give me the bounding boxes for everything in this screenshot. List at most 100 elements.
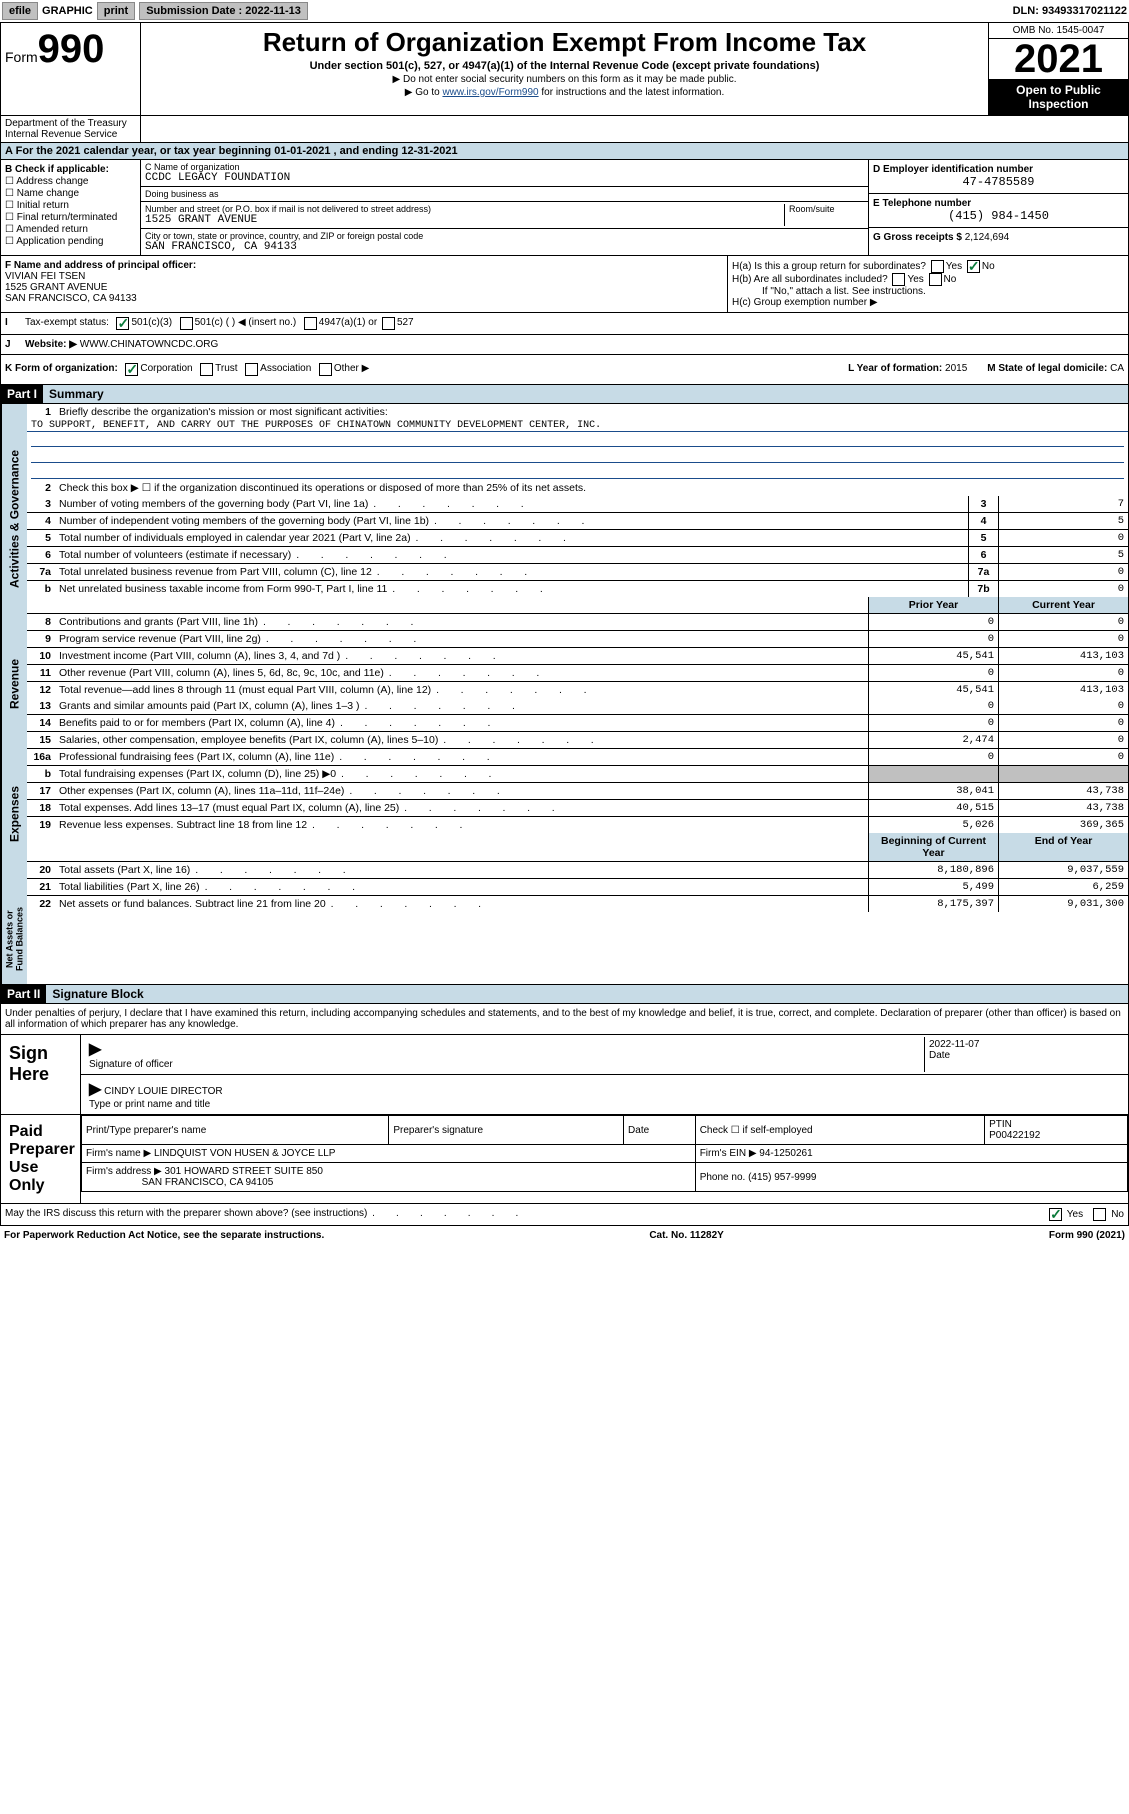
- ha-label: H(a) Is this a group return for subordin…: [732, 261, 926, 272]
- tel-label: E Telephone number: [873, 198, 1124, 209]
- prep-date-label: Date: [624, 1116, 696, 1145]
- block-f-h: F Name and address of principal officer:…: [0, 256, 1129, 313]
- discuss-yes[interactable]: [1049, 1208, 1062, 1221]
- summary-body: 1Briefly describe the organization's mis…: [27, 404, 1128, 984]
- summary-line-17: 17Other expenses (Part IX, column (A), l…: [27, 783, 1128, 800]
- firm-ein-label: Firm's EIN ▶: [700, 1148, 757, 1159]
- l-label: L Year of formation:: [848, 363, 942, 374]
- ha-no[interactable]: [967, 260, 980, 273]
- summary-line-b: bTotal fundraising expenses (Part IX, co…: [27, 766, 1128, 783]
- part2-title: Signature Block: [46, 985, 1128, 1003]
- irs-link[interactable]: www.irs.gov/Form990: [442, 87, 538, 98]
- form-subtitle: Under section 501(c), 527, or 4947(a)(1)…: [145, 60, 984, 72]
- j-label: Website: ▶: [25, 339, 77, 350]
- dln-box: DLN: 93493317021122: [1013, 5, 1127, 17]
- gross-value: 2,124,694: [965, 232, 1010, 243]
- hb-note: If "No," attach a list. See instructions…: [732, 286, 1124, 297]
- officer-city: SAN FRANCISCO, CA 94133: [5, 293, 137, 304]
- preparer-table: Print/Type preparer's name Preparer's si…: [81, 1115, 1128, 1192]
- website-value: WWW.CHINATOWNCDC.ORG: [80, 339, 219, 350]
- summary-line-22: 22Net assets or fund balances. Subtract …: [27, 896, 1128, 912]
- date-label: Date: [929, 1050, 950, 1061]
- block-c: C Name of organization CCDC LEGACY FOUND…: [141, 160, 868, 255]
- firm-ein: 94-1250261: [759, 1148, 812, 1159]
- summary-line-4: 4Number of independent voting members of…: [27, 513, 1128, 530]
- print-button[interactable]: print: [97, 2, 135, 20]
- vtab-revenue: Revenue: [1, 634, 27, 734]
- block-h: H(a) Is this a group return for subordin…: [728, 256, 1128, 312]
- cb-other[interactable]: [319, 363, 332, 376]
- row-j: J Website: ▶ WWW.CHINATOWNCDC.ORG: [0, 335, 1129, 355]
- officer-label: F Name and address of principal officer:: [5, 260, 196, 271]
- cb-initial-return[interactable]: ☐ Initial return: [5, 200, 136, 211]
- gross-label: G Gross receipts $: [873, 232, 962, 243]
- self-employed-check[interactable]: Check ☐ if self-employed: [695, 1116, 984, 1145]
- cb-527[interactable]: [382, 317, 395, 330]
- block-b: B Check if applicable: ☐ Address change …: [1, 160, 141, 255]
- sign-here-label: Sign Here: [1, 1035, 81, 1114]
- j-lead: J: [5, 339, 25, 350]
- hb-no[interactable]: [929, 273, 942, 286]
- efile-button[interactable]: efile: [2, 2, 38, 20]
- col-current: Current Year: [998, 597, 1128, 613]
- block-d: D Employer identification number 47-4785…: [868, 160, 1128, 255]
- summary-line-7a: 7aTotal unrelated business revenue from …: [27, 564, 1128, 581]
- line1-label: Briefly describe the organization's miss…: [55, 404, 1128, 420]
- cb-4947[interactable]: [304, 317, 317, 330]
- hc-label: H(c) Group exemption number ▶: [732, 297, 1124, 308]
- cb-amended[interactable]: ☐ Amended return: [5, 224, 136, 235]
- summary-line-b: bNet unrelated business taxable income f…: [27, 581, 1128, 597]
- part2-header: Part II Signature Block: [0, 985, 1129, 1004]
- col-end: End of Year: [998, 833, 1128, 861]
- signature-section: Under penalties of perjury, I declare th…: [0, 1004, 1129, 1226]
- part2-badge: Part II: [1, 985, 46, 1003]
- row-i: I Tax-exempt status: 501(c)(3) 501(c) ( …: [0, 313, 1129, 335]
- summary-line-21: 21Total liabilities (Part X, line 26)5,4…: [27, 879, 1128, 896]
- summary-line-19: 19Revenue less expenses. Subtract line 1…: [27, 817, 1128, 833]
- tel-value: (415) 984-1450: [873, 209, 1124, 223]
- top-bar: efile GRAPHIC print Submission Date : 20…: [0, 0, 1129, 22]
- col-prior: Prior Year: [868, 597, 998, 613]
- submission-date: 2022-11-13: [245, 5, 301, 17]
- summary-line-12: 12Total revenue—add lines 8 through 11 (…: [27, 682, 1128, 698]
- vtab-netassets: Net Assets or Fund Balances: [1, 894, 27, 984]
- cb-name-change[interactable]: ☐ Name change: [5, 188, 136, 199]
- street-label: Number and street (or P.O. box if mail i…: [145, 204, 784, 214]
- summary-line-6: 6Total number of volunteers (estimate if…: [27, 547, 1128, 564]
- dln-label: DLN:: [1013, 5, 1039, 17]
- summary-line-18: 18Total expenses. Add lines 13–17 (must …: [27, 800, 1128, 817]
- sig-date: 2022-11-07: [929, 1039, 979, 1050]
- ein-value: 47-4785589: [873, 175, 1124, 189]
- m-label: M State of legal domicile:: [987, 363, 1107, 374]
- summary-line-14: 14Benefits paid to or for members (Part …: [27, 715, 1128, 732]
- dba-label: Doing business as: [145, 189, 864, 199]
- mission-text: TO SUPPORT, BENEFIT, AND CARRY OUT THE P…: [27, 420, 1128, 432]
- part1-header: Part I Summary: [0, 385, 1129, 404]
- officer-name: VIVIAN FEI TSEN: [5, 271, 85, 282]
- ha-yes[interactable]: [931, 260, 944, 273]
- part1-body: Activities & Governance Revenue Expenses…: [0, 404, 1129, 985]
- line2-text: Check this box ▶ ☐ if the organization d…: [55, 480, 1128, 496]
- cb-501c[interactable]: [180, 317, 193, 330]
- cb-corp[interactable]: [125, 363, 138, 376]
- paid-preparer-label: Paid Preparer Use Only: [1, 1115, 81, 1203]
- cb-address-change[interactable]: ☐ Address change: [5, 176, 136, 187]
- footer-mid: Cat. No. 11282Y: [649, 1230, 723, 1241]
- cb-trust[interactable]: [200, 363, 213, 376]
- cb-assoc[interactable]: [245, 363, 258, 376]
- line-a-pre: For the 2021 calendar year, or tax year …: [16, 145, 275, 157]
- submission-label: Submission Date :: [146, 5, 242, 17]
- discuss-no[interactable]: [1093, 1208, 1106, 1221]
- cb-final-return[interactable]: ☐ Final return/terminated: [5, 212, 136, 223]
- prep-sig-label: Preparer's signature: [389, 1116, 624, 1145]
- cb-app-pending[interactable]: ☐ Application pending: [5, 236, 136, 247]
- officer-typed-name: CINDY LOUIE DIRECTOR: [104, 1086, 223, 1097]
- firm-addr-label: Firm's address ▶: [86, 1166, 162, 1177]
- line-a-mid: , and ending: [330, 145, 401, 157]
- hb-yes[interactable]: [892, 273, 905, 286]
- street-value: 1525 GRANT AVENUE: [145, 214, 784, 226]
- year-begin: 01-01-2021: [274, 145, 330, 157]
- cb-501c3[interactable]: [116, 317, 129, 330]
- summary-line-8: 8Contributions and grants (Part VIII, li…: [27, 614, 1128, 631]
- line-a: A For the 2021 calendar year, or tax yea…: [0, 143, 1129, 160]
